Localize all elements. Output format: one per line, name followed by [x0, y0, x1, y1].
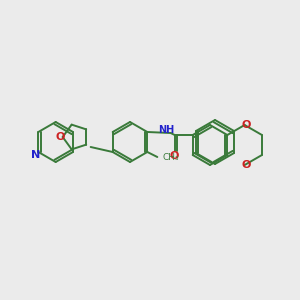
Text: CH₃: CH₃ [162, 154, 179, 163]
Text: O: O [242, 160, 251, 170]
Text: O: O [242, 120, 251, 130]
Text: NH: NH [159, 125, 175, 135]
Text: O: O [56, 132, 65, 142]
Text: N: N [31, 150, 40, 160]
Text: O: O [170, 151, 179, 161]
